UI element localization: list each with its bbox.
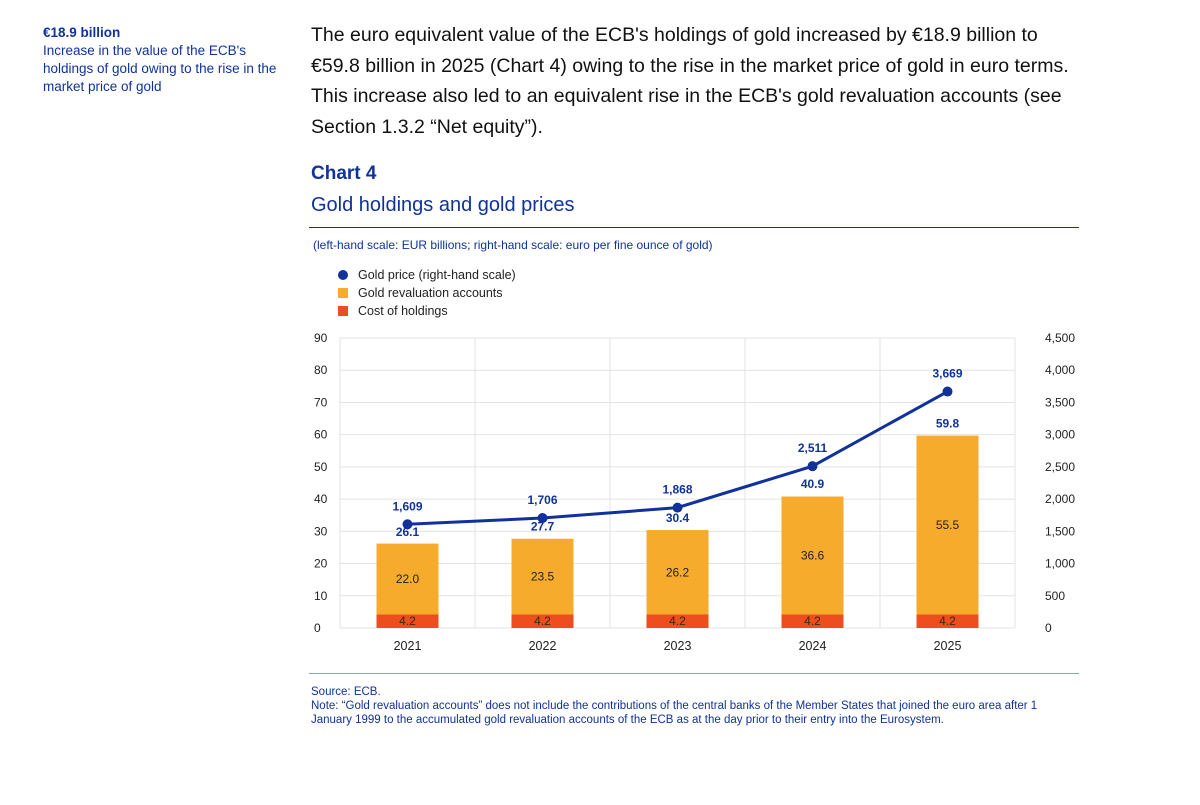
bar-revaluation-label-2021: 22.0	[396, 572, 420, 586]
gold-chart: 0 10 20 30 40 50 60 70 80 90 0 500 1,000 1,500 2,000 2,…	[314, 331, 1075, 653]
bar-cost-2021	[376, 614, 439, 628]
point-gold-price-2025	[942, 386, 953, 397]
bar-revaluation-2025	[916, 435, 979, 615]
bar-total-label-2024: 40.9	[801, 477, 825, 491]
bar-total-label-2025: 59.8	[936, 416, 960, 430]
left-axis-tick-label: 50	[314, 460, 328, 474]
note-line: Note: “Gold revaluation accounts” does n…	[311, 700, 1038, 726]
legend-label-cost: Cost of holdings	[358, 304, 448, 318]
legend-item-gold-price: Gold price (right-hand scale)	[338, 266, 516, 284]
left-axis-tick-label: 90	[314, 331, 328, 345]
point-label-gold-price-2022: 1,706	[527, 493, 557, 507]
chart-bottom-rule	[309, 673, 1079, 674]
chart-title: Gold holdings and gold prices	[311, 194, 575, 216]
bar-cost-2022	[511, 614, 574, 628]
x-axis-tick-label: 2022	[529, 639, 557, 653]
right-axis-tick-label: 3,500	[1045, 395, 1075, 409]
margin-note: €18.9 billion Increase in the value of t…	[43, 24, 293, 96]
source-note: Source: ECB. Note: “Gold revaluation acc…	[311, 685, 1071, 727]
bar-total-label-2023: 30.4	[666, 511, 690, 525]
bar-total-label-2021: 26.1	[396, 525, 420, 539]
legend-swatch-cost	[338, 306, 348, 316]
left-axis-tick-label: 40	[314, 492, 328, 506]
bar-cost-label-2021: 4.2	[399, 614, 416, 628]
left-axis-tick-label: 80	[314, 363, 328, 377]
point-label-gold-price-2025: 3,669	[932, 367, 962, 381]
left-axis-tick-label: 20	[314, 557, 328, 571]
bar-cost-2023	[646, 614, 709, 628]
legend-label-revaluation: Gold revaluation accounts	[358, 286, 503, 300]
legend-item-revaluation: Gold revaluation accounts	[338, 284, 516, 302]
right-axis-tick-label: 0	[1045, 621, 1052, 635]
bar-cost-label-2023: 4.2	[669, 614, 686, 628]
bar-cost-label-2022: 4.2	[534, 614, 551, 628]
bar-revaluation-2024	[781, 496, 844, 615]
bar-revaluation-2021	[376, 543, 439, 615]
point-label-gold-price-2021: 1,609	[392, 499, 422, 513]
left-axis-tick-label: 0	[314, 621, 321, 635]
source-line: Source: ECB.	[311, 686, 381, 698]
right-axis-tick-label: 2,000	[1045, 492, 1075, 506]
legend-swatch-gold-price	[338, 270, 348, 280]
left-axis-tick-label: 10	[314, 589, 328, 603]
point-gold-price-2022	[537, 513, 548, 524]
chart-label: Chart 4	[311, 163, 377, 184]
legend-swatch-revaluation	[338, 288, 348, 298]
legend-item-cost: Cost of holdings	[338, 302, 516, 320]
point-gold-price-2024	[807, 461, 818, 472]
left-axis-tick-label: 60	[314, 428, 328, 442]
bar-total-label-2022: 27.7	[531, 520, 555, 534]
bar-cost-label-2024: 4.2	[804, 614, 821, 628]
point-gold-price-2021	[402, 519, 413, 530]
lead-paragraph: The euro equivalent value of the ECB's h…	[311, 24, 1069, 138]
left-axis-tick-label: 70	[314, 395, 328, 409]
chart-legend: Gold price (right-hand scale) Gold reval…	[338, 266, 516, 320]
x-axis-tick-label: 2024	[799, 639, 827, 653]
x-axis-tick-label: 2025	[934, 639, 962, 653]
bar-revaluation-label-2023: 26.2	[666, 565, 690, 579]
bar-revaluation-2022	[511, 538, 574, 615]
left-axis-tick-label: 30	[314, 524, 328, 538]
bar-cost-2024	[781, 614, 844, 628]
scale-note: (left-hand scale: EUR billions; right-ha…	[313, 238, 713, 252]
margin-note-text: Increase in the value of the ECB's holdi…	[43, 43, 277, 94]
right-axis-tick-label: 2,500	[1045, 460, 1075, 474]
bar-revaluation-label-2025: 55.5	[936, 518, 960, 532]
bar-cost-2025	[916, 614, 979, 628]
point-label-gold-price-2023: 1,868	[662, 483, 692, 497]
right-axis-tick-label: 500	[1045, 589, 1065, 603]
right-axis-tick-label: 4,000	[1045, 363, 1075, 377]
bar-revaluation-label-2024: 36.6	[801, 549, 825, 563]
point-label-gold-price-2024: 2,511	[798, 441, 828, 455]
bar-cost-label-2025: 4.2	[939, 614, 956, 628]
margin-note-highlight: €18.9 billion	[43, 25, 121, 40]
point-gold-price-2023	[672, 502, 683, 513]
bar-revaluation-2023	[646, 530, 709, 615]
right-axis-tick-label: 1,500	[1045, 524, 1075, 538]
bar-revaluation-label-2022: 23.5	[531, 570, 555, 584]
right-axis-tick-label: 4,500	[1045, 331, 1075, 345]
legend-label-gold-price: Gold price (right-hand scale)	[358, 268, 516, 282]
right-axis-tick-label: 3,000	[1045, 428, 1075, 442]
x-axis-tick-label: 2021	[394, 639, 422, 653]
right-axis-tick-label: 1,000	[1045, 557, 1075, 571]
chart-top-rule	[309, 227, 1079, 228]
x-axis-tick-label: 2023	[664, 639, 692, 653]
